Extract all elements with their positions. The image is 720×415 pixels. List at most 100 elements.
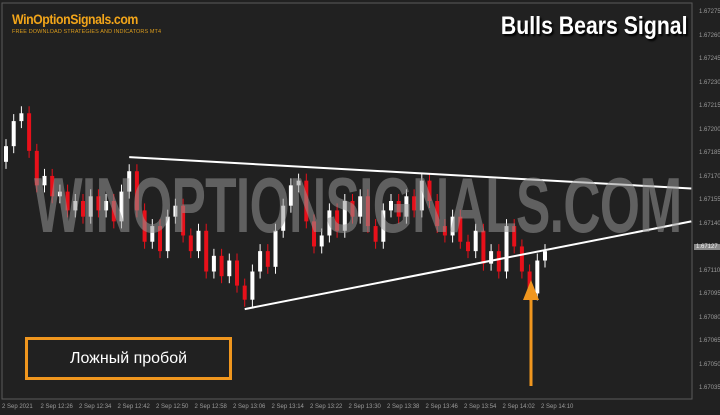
label-text: Ложный пробой	[69, 349, 188, 367]
bear-candle	[96, 196, 101, 211]
bear-candle	[134, 171, 139, 211]
bull-candle	[319, 235, 324, 247]
bull-candle	[196, 230, 201, 252]
bear-candle	[442, 226, 447, 236]
bear-candle	[365, 196, 370, 227]
bear-candle	[242, 285, 247, 300]
bull-candle	[404, 196, 409, 217]
price-tick: 1.67095	[699, 291, 720, 297]
indicator-title: Bulls Bears Signal	[501, 12, 688, 40]
bear-candle	[373, 226, 378, 242]
bear-candle	[265, 251, 270, 267]
bull-candle	[165, 216, 170, 252]
bull-candle	[342, 201, 347, 231]
time-tick: 2 Sep 12:58	[194, 404, 227, 410]
bull-candle	[489, 251, 494, 264]
price-tick: 1.67200	[699, 126, 720, 133]
bear-candle	[350, 201, 355, 217]
bear-candle	[466, 241, 470, 252]
bull-candle	[127, 171, 132, 192]
bear-candle	[181, 205, 186, 236]
bull-candle	[11, 121, 16, 147]
bear-candle	[427, 180, 432, 201]
bull-candle	[227, 260, 232, 277]
trendlines	[129, 156, 692, 311]
bull-candle	[473, 230, 478, 252]
price-tick: 1.67080	[699, 314, 720, 321]
bear-candle	[219, 255, 224, 277]
bull-candle	[211, 255, 216, 272]
bull-candle	[173, 205, 178, 217]
price-tick: 1.67050	[699, 361, 720, 368]
bull-candle	[250, 271, 255, 300]
false-breakout-label: Ложный пробой	[25, 337, 232, 380]
price-tick: 1.67185	[699, 150, 720, 156]
bull-candle	[104, 201, 109, 211]
time-tick: 2 Sep 2021	[2, 404, 33, 410]
bull-candle	[73, 201, 78, 211]
logo-tagline: FREE DOWNLOAD STRATEGIES AND INDICATORS …	[12, 29, 162, 35]
price-tick: 1.67275	[699, 9, 720, 15]
bull-candle	[296, 180, 301, 186]
bull-candle	[288, 185, 293, 206]
time-tick: 2 Sep 13:30	[348, 404, 381, 410]
bear-candle	[435, 201, 440, 227]
bull-candle	[88, 196, 93, 217]
bull-candle	[543, 251, 547, 261]
resistance-trendline[interactable]	[129, 156, 692, 190]
time-tick: 2 Sep 14:02	[502, 404, 535, 410]
logo: WinOptionSignals.com	[12, 11, 138, 27]
price-tick: 1.67215	[699, 103, 720, 109]
bull-candle	[4, 146, 8, 162]
time-tick: 2 Sep 12:50	[156, 404, 189, 410]
bear-candle	[111, 201, 116, 222]
time-tick: 2 Sep 13:46	[425, 404, 458, 410]
candles	[4, 106, 547, 307]
bear-candle	[312, 221, 316, 247]
bull-candle	[258, 251, 263, 272]
bull-candle	[389, 201, 393, 211]
bull-candle	[119, 191, 124, 222]
support-trendline[interactable]	[244, 220, 692, 311]
bear-candle	[65, 191, 70, 211]
time-tick: 2 Sep 13:54	[464, 404, 497, 410]
bull-candle	[450, 216, 455, 236]
price-tick: 1.67170	[699, 173, 720, 180]
price-tick: 1.67260	[699, 32, 720, 39]
bear-candle	[27, 113, 32, 151]
time-tick: 2 Sep 13:14	[271, 404, 304, 410]
bear-candle	[527, 271, 532, 294]
time-tick: 2 Sep 14:10	[541, 404, 574, 410]
bull-candle	[535, 260, 540, 294]
bull-candle	[504, 226, 509, 272]
bear-candle	[81, 201, 85, 217]
bear-candle	[496, 251, 501, 272]
bear-candle	[335, 210, 340, 231]
price-tick: 1.67035	[699, 385, 720, 391]
time-tick: 2 Sep 12:26	[40, 404, 73, 410]
bear-candle	[412, 196, 417, 211]
time-tick: 2 Sep 13:06	[233, 404, 266, 410]
bull-candle	[42, 175, 47, 186]
bear-candle	[235, 260, 239, 286]
bear-candle	[512, 226, 517, 247]
bull-candle	[19, 113, 24, 122]
bull-candle	[327, 210, 332, 236]
price-tick: 1.67065	[699, 338, 720, 344]
bull-candle	[358, 196, 363, 217]
bear-candle	[158, 226, 162, 252]
bull-candle	[381, 210, 386, 242]
bull-candle	[57, 191, 62, 197]
bull-candle	[281, 205, 286, 231]
bear-candle	[304, 180, 309, 222]
price-tick: 1.67155	[699, 197, 720, 203]
bear-candle	[458, 216, 463, 242]
bear-candle	[519, 246, 524, 272]
bull-candle	[273, 230, 278, 267]
up-arrow-icon	[523, 280, 539, 386]
price-tick: 1.67230	[699, 79, 720, 86]
current-price-label: 1.67127	[694, 244, 720, 250]
plot-border	[1, 2, 693, 400]
